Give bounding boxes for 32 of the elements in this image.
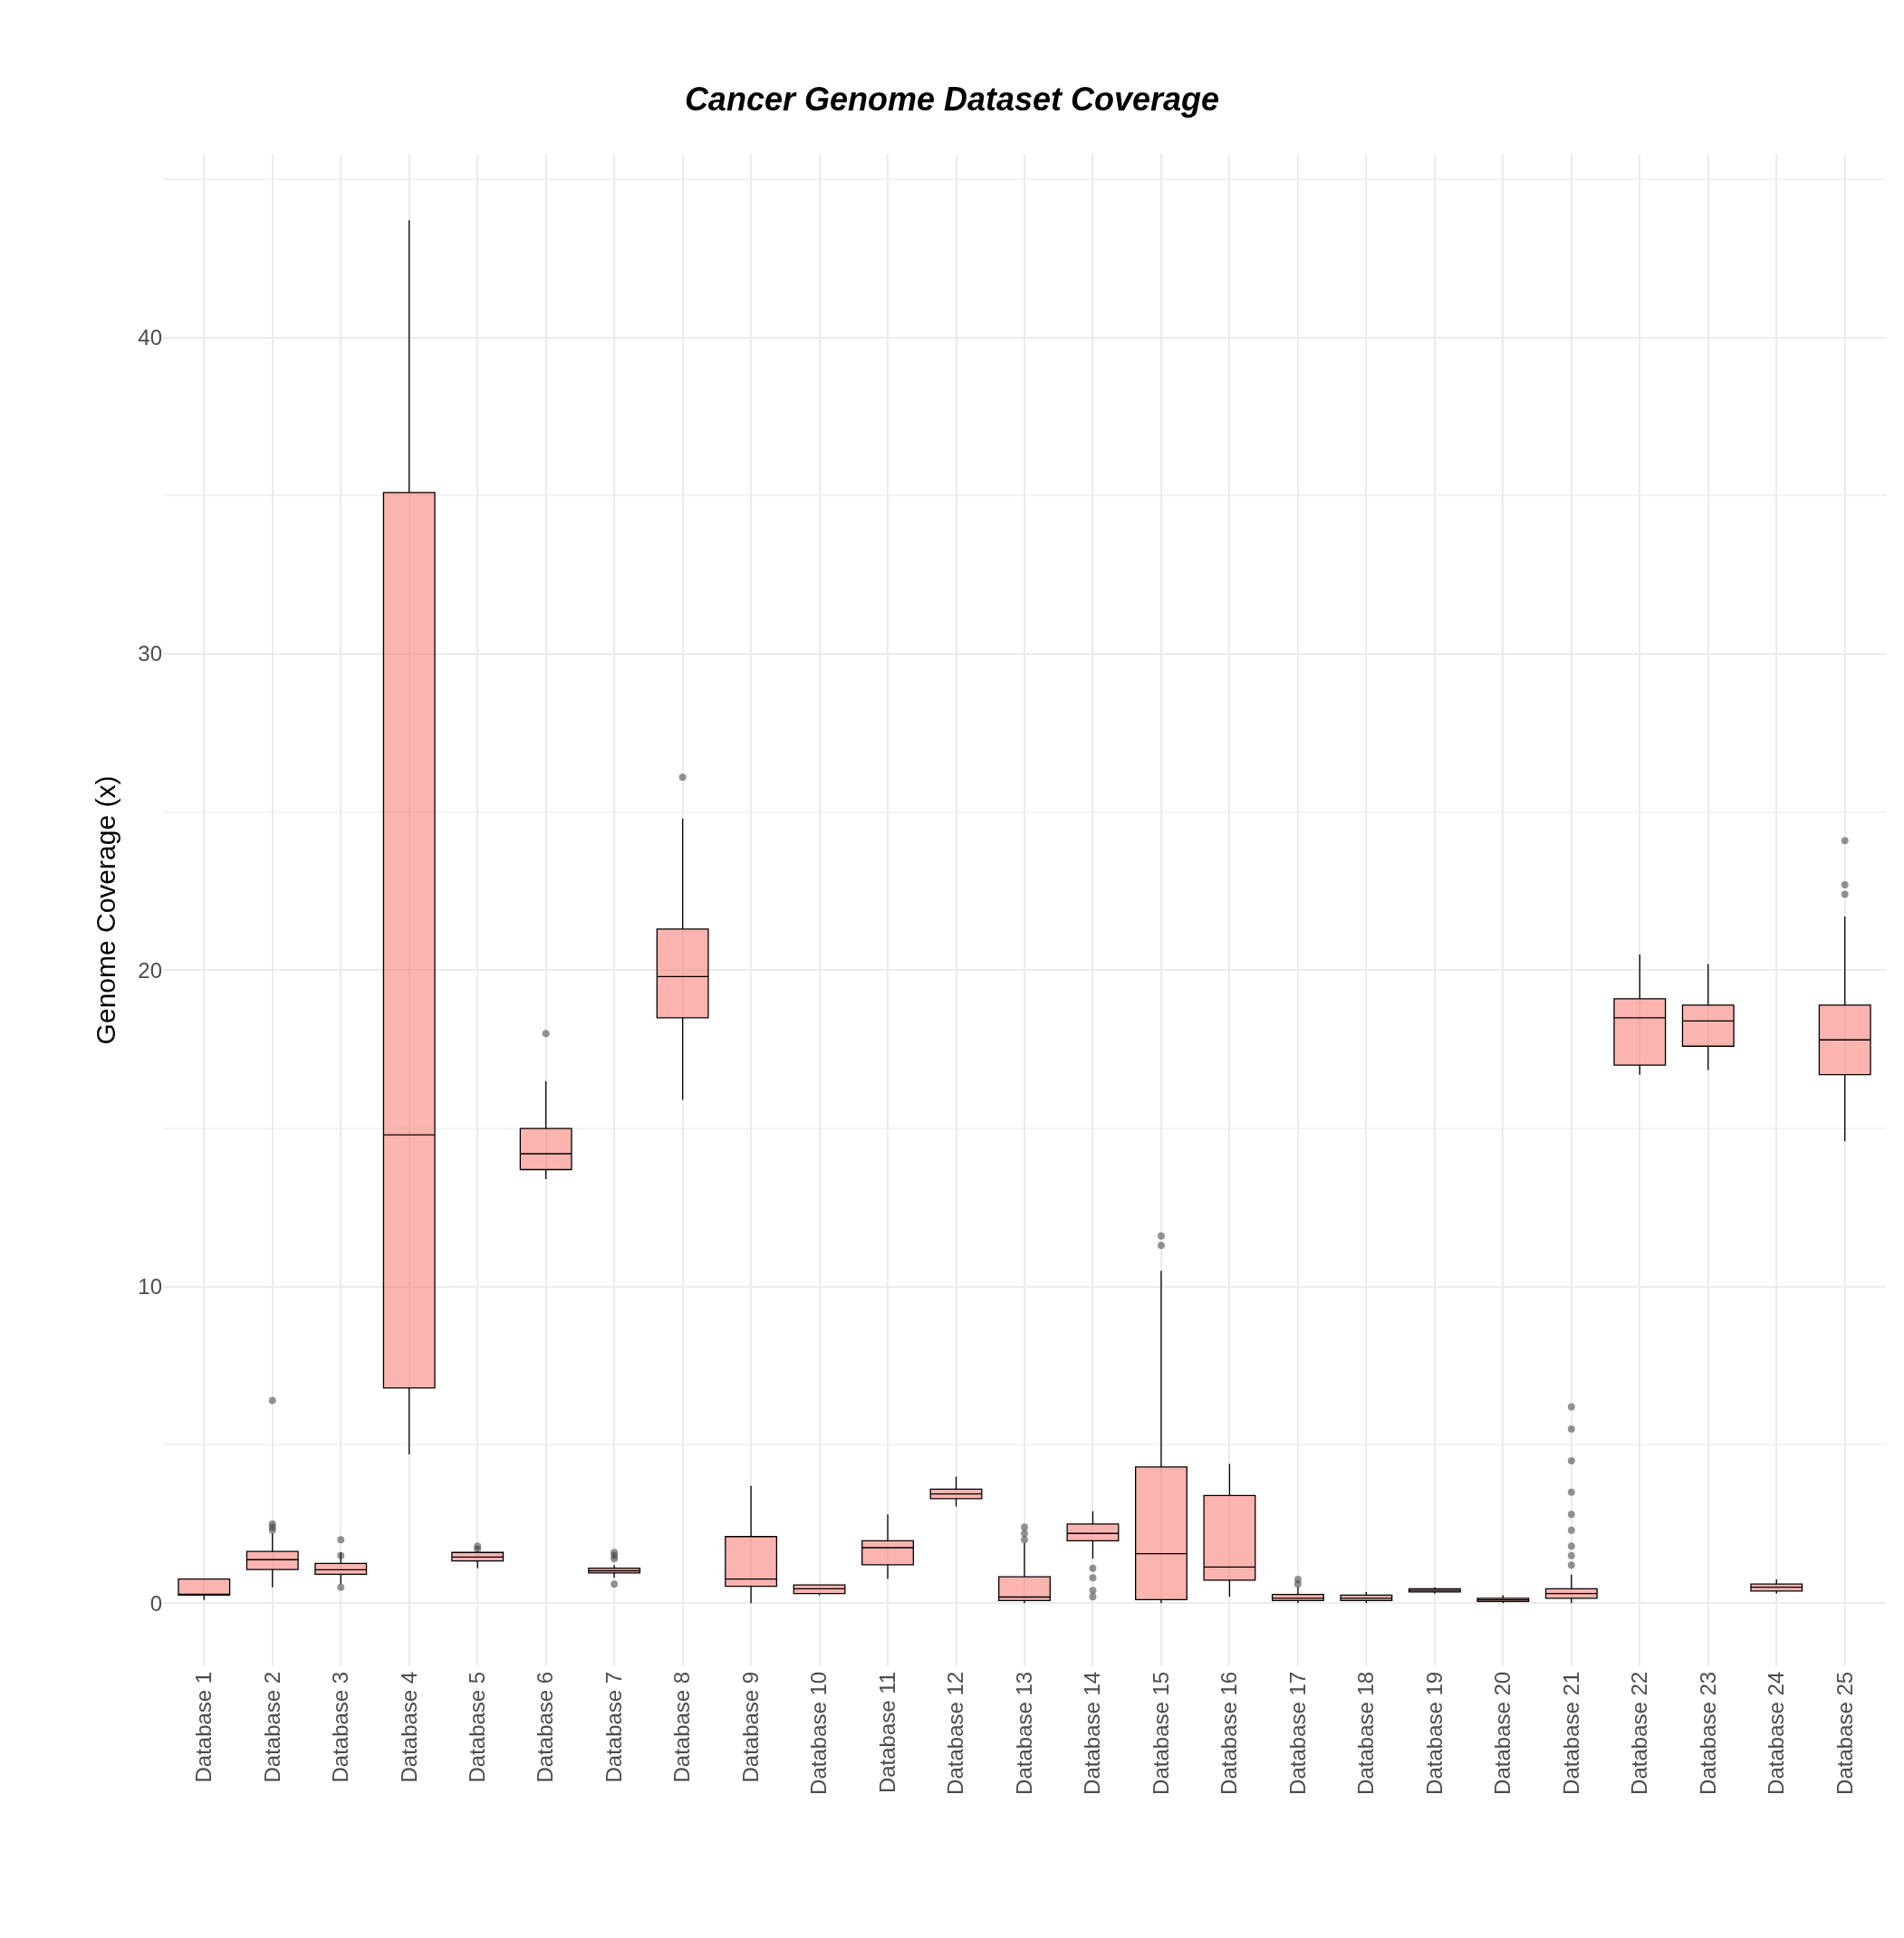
x-tick-label: Database 19 [1421, 1671, 1447, 1795]
x-tick-label: Database 6 [533, 1671, 558, 1783]
x-tick-label: Database 11 [874, 1671, 899, 1794]
x-tick-label: Database 23 [1695, 1671, 1720, 1795]
y-tick-label: 10 [138, 1274, 162, 1300]
x-tick-label: Database 13 [1011, 1671, 1036, 1795]
x-tick-label: Database 20 [1490, 1671, 1515, 1795]
y-tick-label: 20 [138, 957, 162, 983]
chart-title: Cancer Genome Dataset Coverage [684, 80, 1220, 118]
x-tick-label: Database 21 [1558, 1671, 1583, 1795]
x-tick-label: Database 14 [1080, 1671, 1105, 1795]
x-tick-label: Database 16 [1216, 1671, 1242, 1795]
x-tick-label: Database 17 [1284, 1671, 1310, 1795]
x-tick-label: Database 1 [191, 1671, 216, 1783]
y-tick-label: 30 [138, 641, 162, 667]
x-tick-label: Database 18 [1353, 1671, 1379, 1795]
y-tick-label: 0 [149, 1590, 162, 1616]
y-axis-title: Genome Coverage (x) [91, 775, 121, 1045]
x-tick-label: Database 8 [669, 1671, 695, 1783]
x-tick-label: Database 15 [1148, 1671, 1173, 1795]
x-tick-label: Database 12 [943, 1671, 968, 1795]
y-tick-label: 40 [138, 325, 162, 350]
x-tick-label: Database 7 [601, 1671, 626, 1783]
x-tick-label: Database 2 [259, 1671, 284, 1783]
x-tick-label: Database 25 [1832, 1671, 1857, 1795]
x-tick-label: Database 4 [396, 1671, 421, 1783]
x-tick-label: Database 5 [464, 1671, 489, 1783]
x-tick-label: Database 9 [737, 1671, 763, 1783]
x-tick-label: Database 24 [1764, 1671, 1789, 1795]
x-tick-label: Database 10 [806, 1671, 832, 1795]
x-tick-label: Database 22 [1627, 1671, 1652, 1795]
x-tick-label: Database 3 [328, 1671, 353, 1783]
